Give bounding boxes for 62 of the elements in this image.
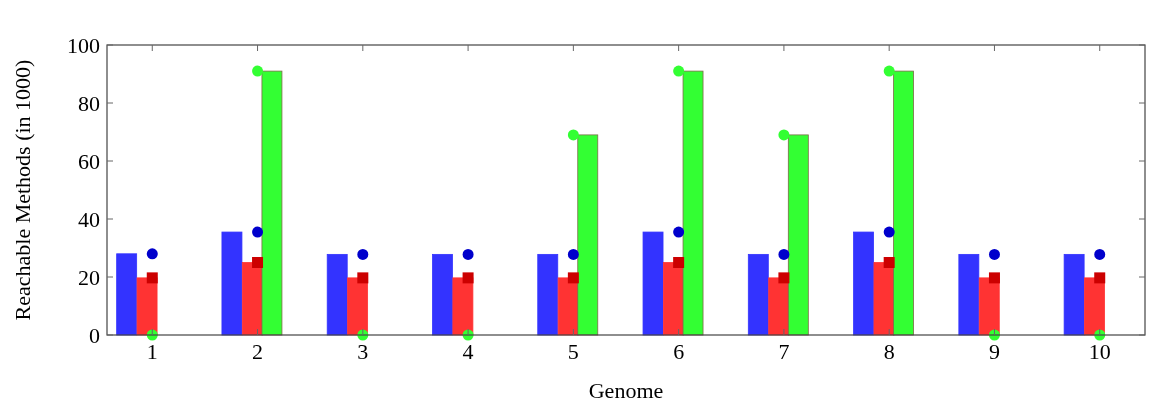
point [883,65,895,77]
bar [768,277,790,336]
x-tick-label: 4 [462,339,474,364]
point [988,248,1000,260]
point [673,226,685,238]
y-tick-label: 0 [89,322,100,348]
x-tick-label: 1 [146,339,158,364]
x-tick-label: 2 [252,339,264,364]
point [673,257,685,268]
point [567,248,579,260]
point [357,248,369,260]
point [1094,248,1106,260]
bar [537,253,559,336]
bar [642,231,664,336]
bar [136,277,158,336]
point [146,248,158,260]
y-tick-label: 80 [78,90,100,116]
bar [221,231,243,336]
point [567,129,579,141]
bar [663,262,684,336]
point [988,272,1000,284]
bar [452,277,474,336]
bar [347,277,369,336]
point [252,257,264,268]
bar [958,253,980,336]
point [567,272,579,284]
point [673,65,685,77]
point [252,65,264,77]
x-tick-label: 6 [673,339,685,364]
bar [853,231,874,336]
x-tick-label: 10 [1088,339,1111,364]
bar [978,277,1000,336]
x-tick-label: 8 [883,339,895,364]
bar [326,253,348,336]
point [778,248,790,260]
bar [1063,253,1085,336]
point [462,272,474,284]
bar [1084,277,1105,336]
y-tick-label: 20 [78,264,100,290]
point [1094,272,1106,284]
x-tick-label: 3 [357,339,369,364]
bar [747,253,769,336]
y-tick-label: 100 [67,32,100,58]
x-tick-label: 9 [988,339,1000,364]
point [252,226,264,238]
point [883,257,895,268]
point [146,272,158,284]
point [778,272,790,284]
x-tick-label: 7 [778,339,790,364]
x-axis-title: Genome [588,378,664,403]
bar [116,253,138,336]
bar [432,253,453,336]
point [357,272,369,284]
y-axis-title: Reachable Methods (in 1000) [10,59,35,321]
y-tick-label: 60 [78,148,100,174]
bar [241,262,263,336]
bar [873,262,895,336]
x-tick-label: 5 [567,339,579,364]
point [778,129,790,141]
point [462,248,474,260]
y-tick-label: 40 [78,206,100,232]
point [883,226,895,238]
